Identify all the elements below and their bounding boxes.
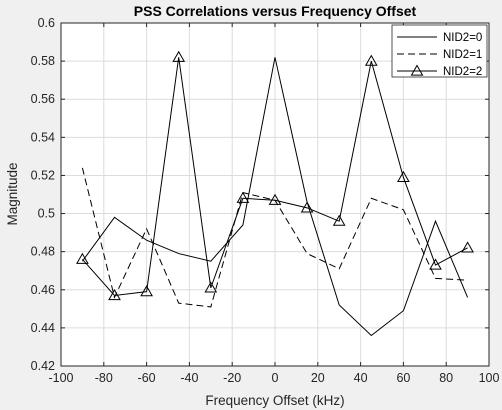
data-point-marker [397,170,410,182]
data-point-marker [332,214,346,226]
y-tick-label: 0.58 [31,54,55,68]
series-nid2-2 [76,50,474,301]
y-tick-label: 0.48 [31,245,55,259]
y-tick-label: 0.6 [38,16,55,30]
x-tick-label: -60 [138,371,156,385]
legend-box [391,24,488,78]
legend-label: NID2=0 [443,32,482,44]
y-tick-label: 0.42 [31,359,55,373]
y-tick-label: 0.5 [38,207,55,221]
y-tick-label: 0.46 [31,283,55,297]
series-line [81,57,469,337]
data-point-marker [108,288,121,301]
legend-label: NID2=1 [443,49,482,61]
data-point-marker [268,193,282,205]
x-tick-label: 40 [354,371,368,385]
x-tick-label: -100 [48,371,73,385]
data-point-marker [429,258,442,270]
tick-layer: -100 -80 -60 -40 -20 0 20 40 60 80 100 0.42 0.44 0.46… [31,16,500,385]
data-point-marker [172,50,186,62]
y-tick-label: 0.52 [31,168,55,182]
legend-marker [410,64,424,76]
x-tick-label: -40 [180,371,198,385]
data-point-marker [300,201,314,213]
x-tick-label: 60 [396,371,410,385]
x-tick-label: -20 [223,371,241,385]
legend: NID2=0 NID2=1 NID2=2 [391,24,488,78]
data-point-marker [76,252,89,264]
x-tick-label: -80 [95,371,113,385]
data-point-marker [204,281,218,293]
y-axis-label: Magnitude [5,162,20,225]
legend-label: NID2=2 [443,66,482,78]
chart-title: PSS Correlations versus Frequency Offset [134,3,417,19]
x-tick-label: 100 [479,371,500,385]
series-nid2-0 [81,57,469,337]
data-point-marker [364,54,378,66]
x-axis-label: Frequency Offset (kHz) [205,393,344,408]
series-line [82,57,468,297]
data-point-marker [461,241,474,253]
y-tick-label: 0.44 [31,321,55,335]
y-tick-label: 0.54 [31,130,55,144]
data-point-marker [236,191,250,203]
series-layer [76,50,474,337]
x-tick-label: 0 [272,371,279,385]
data-point-marker [140,285,153,297]
x-tick-label: 80 [439,371,453,385]
x-tick-label: 20 [311,371,325,385]
y-tick-label: 0.56 [31,92,55,106]
